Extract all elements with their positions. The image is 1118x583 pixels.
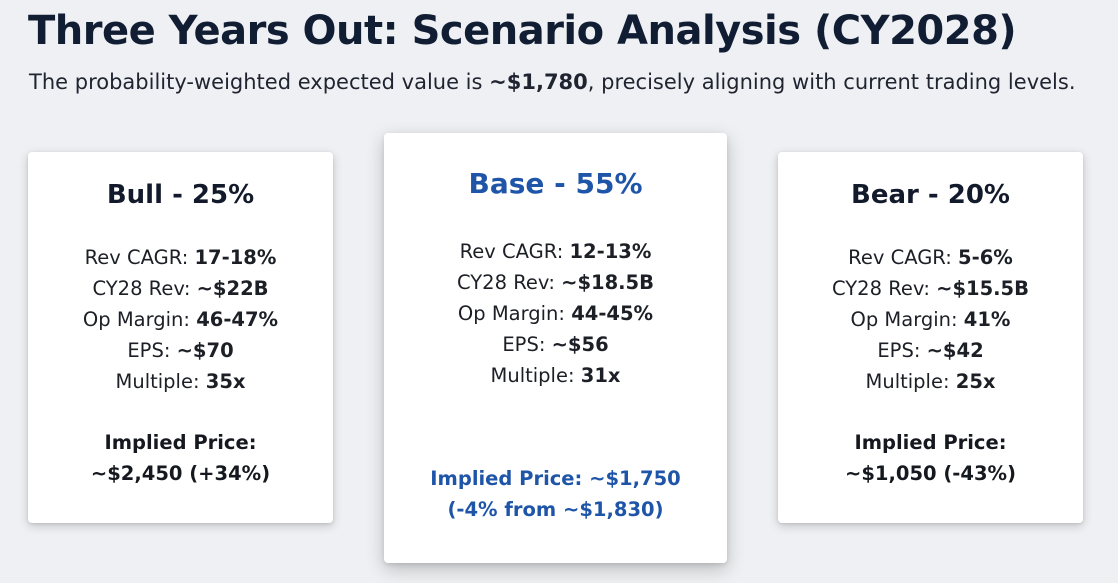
metric-label: EPS: bbox=[127, 339, 177, 362]
metric-op-margin: Op Margin: 46-47% bbox=[28, 304, 333, 335]
metric-rev-cagr: Rev CAGR: 12-13% bbox=[384, 236, 727, 267]
bear-implied-price: Implied Price: ~$1,050 (-43%) bbox=[778, 427, 1083, 489]
metric-value: 17-18% bbox=[194, 246, 277, 269]
metric-label: EPS: bbox=[502, 333, 552, 356]
page-subtitle: The probability-weighted expected value … bbox=[29, 70, 1076, 94]
metric-value: ~$22B bbox=[196, 277, 269, 300]
bull-metrics-list: Rev CAGR: 17-18% CY28 Rev: ~$22B Op Marg… bbox=[28, 242, 333, 397]
bull-implied-price: Implied Price: ~$2,450 (+34%) bbox=[28, 427, 333, 489]
metric-value: 5-6% bbox=[958, 246, 1013, 269]
bear-card-title: Bear - 20% bbox=[851, 180, 1010, 210]
metric-value: 31x bbox=[580, 364, 621, 387]
metric-value: ~$42 bbox=[926, 339, 984, 362]
subtitle-text-end: , precisely aligning with current tradin… bbox=[587, 70, 1076, 94]
metric-label: Rev CAGR: bbox=[459, 240, 570, 263]
metric-label: Multiple: bbox=[115, 370, 206, 393]
metric-rev-cagr: Rev CAGR: 17-18% bbox=[28, 242, 333, 273]
metric-label: Op Margin: bbox=[82, 308, 197, 331]
bear-scenario-card: Bear - 20% Rev CAGR: 5-6% CY28 Rev: ~$15… bbox=[778, 152, 1083, 523]
metric-label: Op Margin: bbox=[850, 308, 964, 331]
metric-value: ~$18.5B bbox=[561, 271, 654, 294]
metric-value: ~$15.5B bbox=[936, 277, 1029, 300]
metric-label: Multiple: bbox=[490, 364, 581, 387]
implied-price-value: ~$2,450 (+34%) bbox=[90, 462, 271, 485]
metric-rev-cagr: Rev CAGR: 5-6% bbox=[778, 242, 1083, 273]
implied-price-value: (-4% from ~$1,830) bbox=[447, 498, 664, 521]
metric-multiple: Multiple: 31x bbox=[384, 360, 727, 391]
metric-op-margin: Op Margin: 41% bbox=[778, 304, 1083, 335]
metric-label: Op Margin: bbox=[457, 302, 572, 325]
metric-value: 25x bbox=[955, 370, 996, 393]
metric-label: CY28 Rev: bbox=[457, 271, 562, 294]
base-scenario-card: Base - 55% Rev CAGR: 12-13% CY28 Rev: ~$… bbox=[384, 133, 727, 563]
implied-price-label: Implied Price: bbox=[104, 431, 257, 454]
metric-eps: EPS: ~$42 bbox=[778, 335, 1083, 366]
metric-value: 12-13% bbox=[569, 240, 652, 263]
bear-metrics-list: Rev CAGR: 5-6% CY28 Rev: ~$15.5B Op Marg… bbox=[778, 242, 1083, 397]
metric-cy28-rev: CY28 Rev: ~$18.5B bbox=[384, 267, 727, 298]
metric-value: 35x bbox=[205, 370, 246, 393]
metric-multiple: Multiple: 25x bbox=[778, 366, 1083, 397]
base-card-title: Base - 55% bbox=[468, 167, 643, 200]
metric-value: 46-47% bbox=[196, 308, 279, 331]
metric-label: Rev CAGR: bbox=[848, 246, 959, 269]
metric-op-margin: Op Margin: 44-45% bbox=[384, 298, 727, 329]
metric-multiple: Multiple: 35x bbox=[28, 366, 333, 397]
metric-label: EPS: bbox=[877, 339, 927, 362]
metric-label: Rev CAGR: bbox=[84, 246, 195, 269]
metric-cy28-rev: CY28 Rev: ~$22B bbox=[28, 273, 333, 304]
metric-eps: EPS: ~$56 bbox=[384, 329, 727, 360]
implied-price-label: Implied Price: ~$1,750 bbox=[430, 467, 681, 490]
subtitle-text-start: The probability-weighted expected value … bbox=[29, 70, 490, 94]
base-metrics-list: Rev CAGR: 12-13% CY28 Rev: ~$18.5B Op Ma… bbox=[384, 236, 727, 391]
page-title: Three Years Out: Scenario Analysis (CY20… bbox=[28, 8, 1017, 54]
metric-label: CY28 Rev: bbox=[832, 277, 937, 300]
implied-price-value: ~$1,050 (-43%) bbox=[845, 462, 1016, 485]
metric-value: 44-45% bbox=[571, 302, 654, 325]
metric-label: Multiple: bbox=[865, 370, 956, 393]
base-implied-price: Implied Price: ~$1,750 (-4% from ~$1,830… bbox=[384, 463, 727, 525]
metric-value: ~$56 bbox=[551, 333, 609, 356]
bull-card-title: Bull - 25% bbox=[106, 180, 255, 210]
metric-eps: EPS: ~$70 bbox=[28, 335, 333, 366]
metric-label: CY28 Rev: bbox=[92, 277, 197, 300]
expected-value: ~$1,780 bbox=[489, 70, 588, 94]
bull-scenario-card: Bull - 25% Rev CAGR: 17-18% CY28 Rev: ~$… bbox=[28, 152, 333, 523]
metric-value: ~$70 bbox=[176, 339, 234, 362]
implied-price-label: Implied Price: bbox=[854, 431, 1007, 454]
metric-value: 41% bbox=[963, 308, 1011, 331]
metric-cy28-rev: CY28 Rev: ~$15.5B bbox=[778, 273, 1083, 304]
